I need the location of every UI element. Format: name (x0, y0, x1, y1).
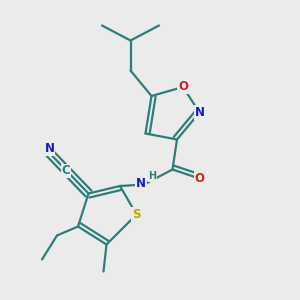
Text: O: O (194, 172, 205, 185)
Text: N: N (194, 106, 205, 119)
Text: O: O (178, 80, 188, 94)
Text: N: N (44, 142, 55, 155)
Text: S: S (132, 208, 141, 221)
Text: H: H (148, 171, 157, 181)
Text: N: N (136, 177, 146, 190)
Text: C: C (61, 164, 70, 178)
